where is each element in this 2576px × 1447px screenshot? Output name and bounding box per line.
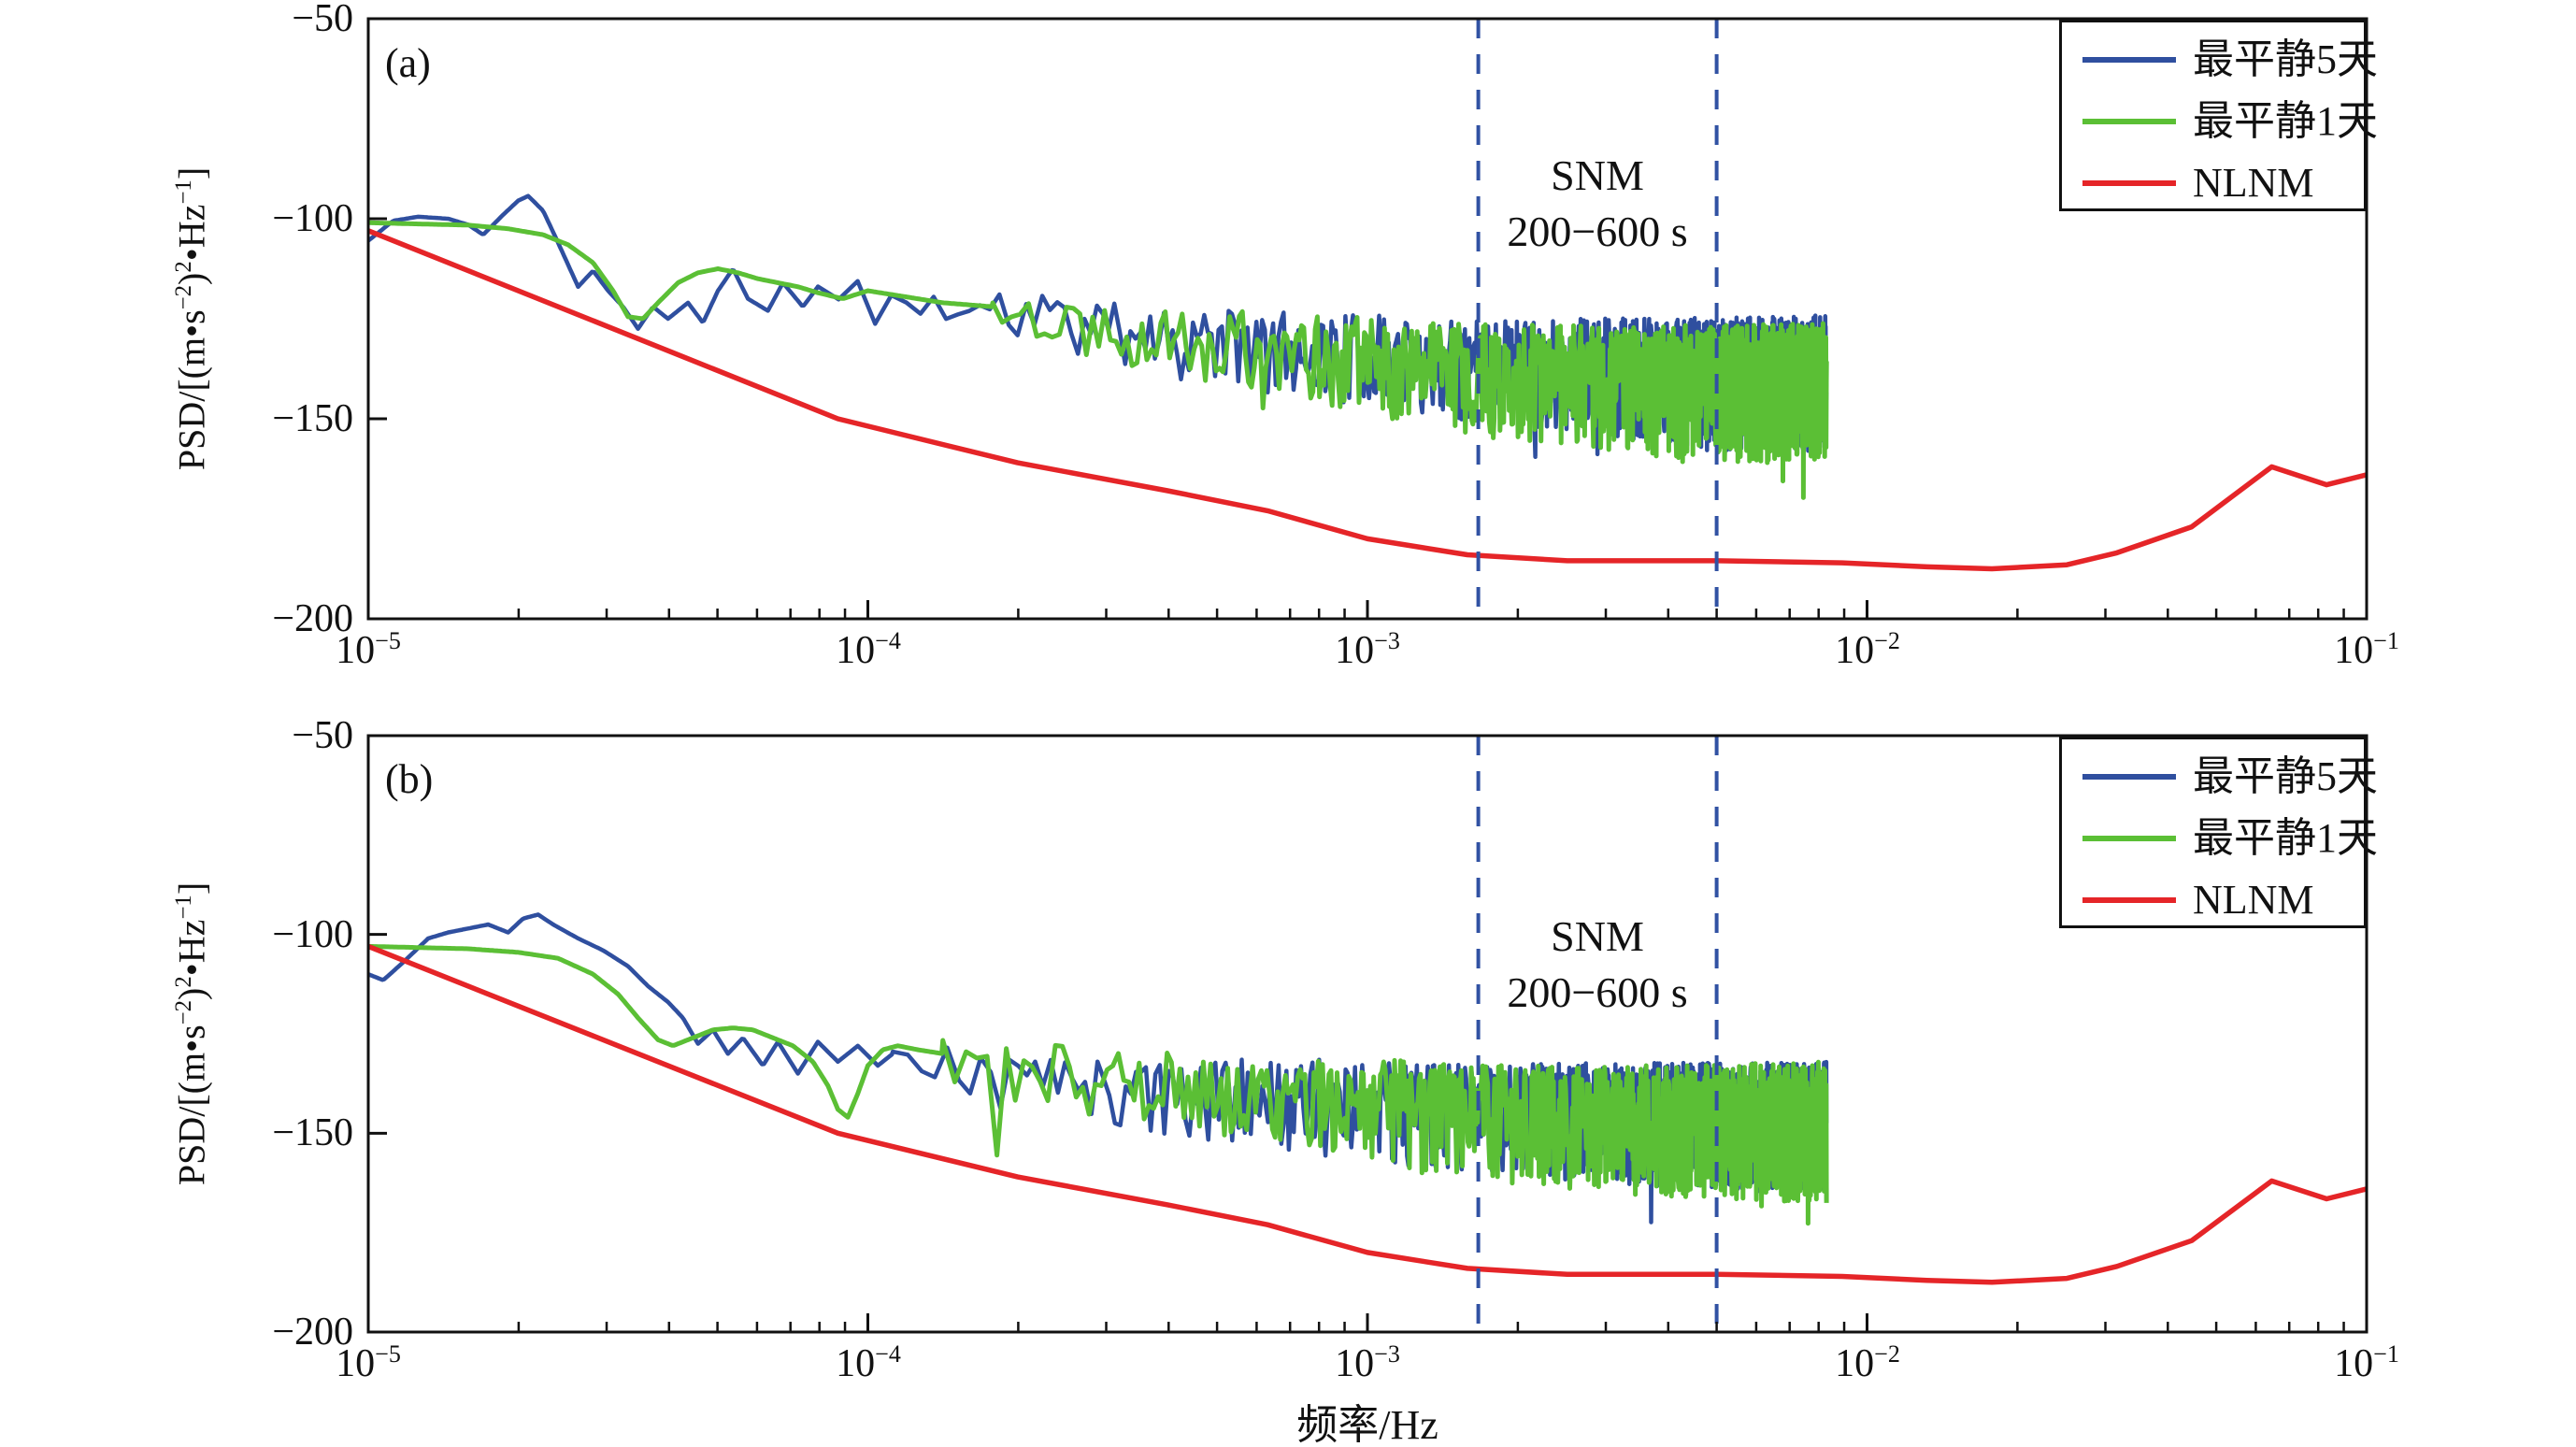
legend-swatch-nlnm [2082,897,2176,903]
panel-label-b: (b) [385,756,434,802]
y-tick-label-b: −50 [292,714,353,757]
legend-item-quiet1: 最平静1天 [2062,97,2378,146]
y-axis-title-panel-a: PSD/[(m•s−2)2•Hz−1] [170,166,213,471]
y-tick-label-a: −100 [272,197,353,240]
y-tick-label-b: −150 [272,1111,353,1154]
legend-swatch-quiet5 [2082,57,2176,63]
y-tick-label-b: −100 [272,913,353,956]
legend-panel-a: 最平静5天最平静1天 NLNM [2059,20,2378,211]
legend-item-nlnm: NLNM [2062,159,2364,208]
x-tick-label-a: 10−2 [1835,627,1900,672]
x-tick-label-a: 10−4 [836,627,901,672]
legend-swatch-quiet1 [2082,836,2176,841]
x-tick-label-a: 10−5 [336,627,401,672]
x-tick-label-a: 10−3 [1335,627,1400,672]
y-tick-label-a: −200 [272,597,353,640]
legend-item-quiet5: 最平静5天 [2062,752,2378,801]
legend-swatch-quiet1 [2082,119,2176,124]
snm-annotation-panel-b: SNM 200−600 s [1507,912,1688,1016]
legend-label-quiet1: 最平静1天 [2193,815,2378,861]
legend-swatch-nlnm [2082,180,2176,186]
legend-label-nlnm: NLNM [2193,160,2314,206]
legend-label-quiet5: 最平静5天 [2193,36,2378,82]
x-tick-label-b: 10−1 [2334,1340,2399,1385]
panel-label-a: (a) [385,40,431,86]
legend-item-quiet5: 最平静5天 [2062,36,2378,84]
legend-swatch-quiet5 [2082,774,2176,780]
x-tick-label-b: 10−5 [336,1340,401,1385]
snm-annotation-panel-a: SNM 200−600 s [1507,151,1688,255]
legend-item-quiet1: 最平静1天 [2062,814,2378,863]
legend-label-quiet5: 最平静5天 [2193,753,2378,799]
legend-panel-b: 最平静5天最平静1天 NLNM [2059,737,2378,928]
x-axis-title: 频率/Hz [1296,1402,1438,1447]
x-tick-label-b: 10−4 [836,1340,901,1385]
x-tick-label-b: 10−2 [1835,1340,1900,1385]
y-tick-label-b: −200 [272,1311,353,1354]
y-tick-label-a: −50 [292,0,353,40]
x-tick-label-a: 10−1 [2334,627,2399,672]
legend-item-nlnm: NLNM [2062,876,2364,924]
y-axis-title-panel-b: PSD/[(m•s−2)2•Hz−1] [170,881,213,1186]
curve-quiet1-panel-b [368,943,1829,1226]
y-tick-label-a: −150 [272,397,353,440]
legend-label-nlnm: NLNM [2193,877,2314,923]
legend-label-quiet1: 最平静1天 [2193,98,2378,144]
x-tick-label-b: 10−3 [1335,1340,1400,1385]
curve-quiet1-panel-a [368,220,1829,500]
